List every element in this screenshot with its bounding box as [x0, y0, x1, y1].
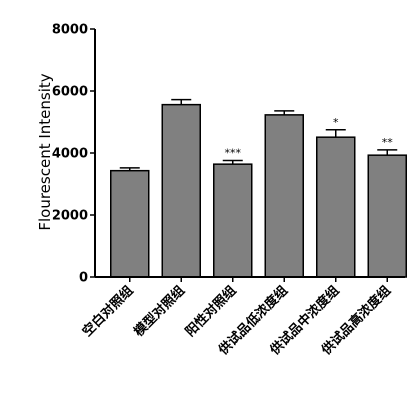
- y-tick-label-4: 6000: [52, 85, 88, 100]
- bar-2: [161, 103, 201, 278]
- bars-group: [110, 98, 407, 278]
- significance-mark-6: **: [382, 136, 394, 149]
- bar-4: [264, 114, 304, 278]
- bar-5: [316, 136, 356, 278]
- significance-mark-3: ***: [225, 146, 242, 159]
- bar-6: [367, 154, 407, 278]
- bar-1: [110, 169, 150, 278]
- axes-group: [90, 28, 405, 282]
- y-tick-label-1: 0: [79, 271, 88, 286]
- x-tick-label-2: 模型对照组: [131, 283, 188, 340]
- significance-mark-5: *: [333, 116, 339, 129]
- y-tick-label-3: 4000: [52, 147, 88, 162]
- bar-3: [213, 163, 253, 278]
- y-tick-label-2: 2000: [52, 209, 88, 224]
- x-tick-label-3: 阳性对照组: [182, 283, 239, 340]
- y-axis-label: Flourescent Intensity: [36, 73, 54, 230]
- x-tick-label-1: 空白对照组: [79, 283, 136, 340]
- y-tick-label-5: 8000: [52, 23, 88, 38]
